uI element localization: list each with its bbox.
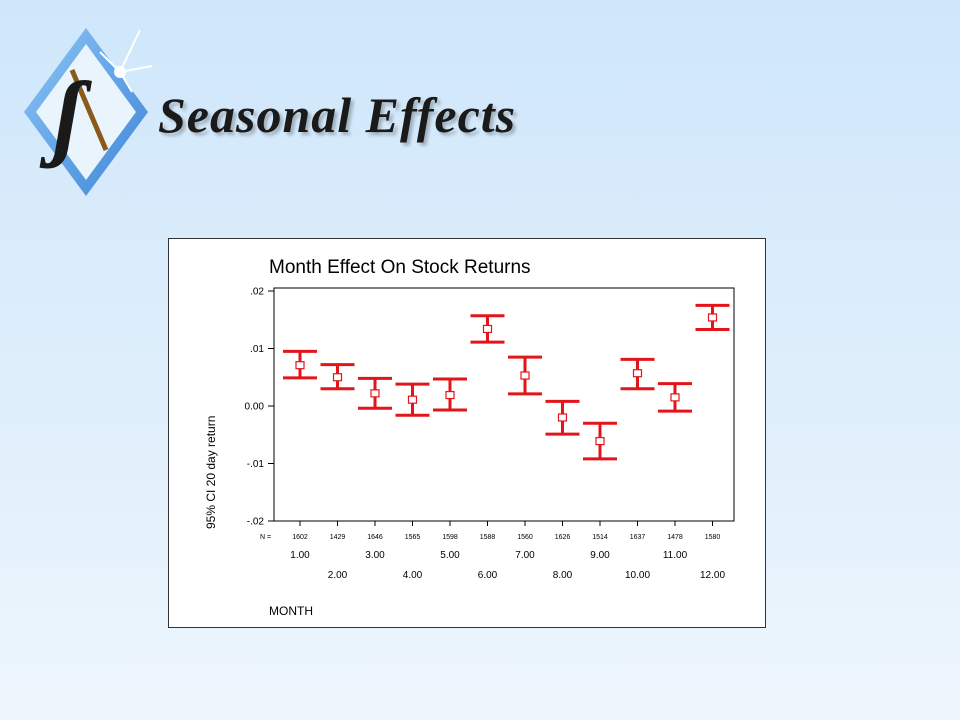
x-tick-label: 9.00 (590, 550, 610, 561)
n-count-label: 1602 (292, 534, 308, 541)
n-count-label: 1478 (667, 534, 683, 541)
errorbar-month-11 (658, 382, 692, 413)
mean-marker (445, 390, 455, 400)
x-tick-label: 3.00 (365, 550, 385, 561)
y-tick-label: 0.00 (245, 402, 265, 413)
n-count-label: 1637 (630, 534, 646, 541)
mean-marker (595, 436, 605, 446)
x-tick-label: 2.00 (328, 570, 348, 581)
x-tick-label: 10.00 (625, 570, 650, 581)
x-tick-label: 7.00 (515, 550, 535, 561)
n-count-label: 1646 (367, 534, 383, 541)
errorbar-month-3 (358, 376, 392, 410)
n-count-label: 1429 (330, 534, 346, 541)
x-tick-label: 6.00 (478, 570, 498, 581)
n-count-label: 1514 (592, 534, 608, 541)
mean-marker (370, 389, 380, 398)
mean-marker (632, 369, 643, 378)
errorbar-month-5 (433, 377, 467, 412)
x-tick-label: 1.00 (290, 550, 310, 561)
errorbar-series (283, 303, 730, 461)
n-count-label: 1588 (480, 534, 496, 541)
mean-marker (407, 395, 418, 404)
y-tick-label: -.02 (247, 517, 265, 528)
plot-area (273, 287, 735, 522)
y-tick-label: .02 (250, 287, 264, 298)
x-axis-label: MONTH (269, 604, 313, 618)
mean-marker (670, 393, 680, 402)
chart-title: Month Effect On Stock Returns (269, 257, 531, 278)
n-label: N = (260, 534, 271, 541)
y-axis-label: 95% CI 20 day return (204, 416, 218, 529)
errorbar-month-2 (320, 363, 355, 391)
x-tick-label: 12.00 (700, 570, 725, 581)
x-tick-label: 5.00 (440, 550, 460, 561)
errorbar-month-12 (695, 303, 730, 332)
y-tick-label: .01 (250, 344, 264, 355)
x-axis: N = 1602 1.00 1429 2.00 1646 3.00 1565 4.00 1598 5… (260, 521, 725, 581)
errorbar-month-8 (545, 399, 580, 436)
errorbar-month-4 (395, 382, 430, 417)
mean-marker (332, 373, 343, 382)
y-tick-label: -.01 (247, 459, 265, 470)
errorbar-month-1 (283, 349, 317, 380)
x-tick-label: 11.00 (663, 550, 688, 561)
chart-svg: Month Effect On Stock Returns .02 .01 0.00… (204, 257, 735, 618)
x-tick-label: 4.00 (403, 570, 423, 581)
slide-title: Seasonal Effects (158, 87, 517, 143)
mean-marker (557, 413, 568, 422)
n-count-label: 1560 (517, 534, 533, 541)
errorbar-month-10 (620, 357, 655, 391)
mean-marker (520, 371, 530, 380)
mean-marker (295, 361, 305, 370)
errorbar-month-9 (583, 421, 617, 461)
chart-frame: Month Effect On Stock Returns .02 .01 0.00… (168, 238, 766, 628)
y-axis: .02 .01 0.00 -.01 -.02 (245, 287, 274, 528)
n-count-label: 1565 (405, 534, 421, 541)
n-count-label: 1598 (442, 534, 458, 541)
errorbar-month-6 (470, 314, 505, 344)
mean-marker (482, 324, 493, 334)
errorbar-month-7 (508, 355, 542, 396)
mean-marker (707, 313, 718, 322)
n-count-label: 1580 (705, 534, 721, 541)
n-count-label: 1626 (555, 534, 571, 541)
logo-icon: ʃ (24, 28, 153, 196)
x-tick-label: 8.00 (553, 570, 573, 581)
